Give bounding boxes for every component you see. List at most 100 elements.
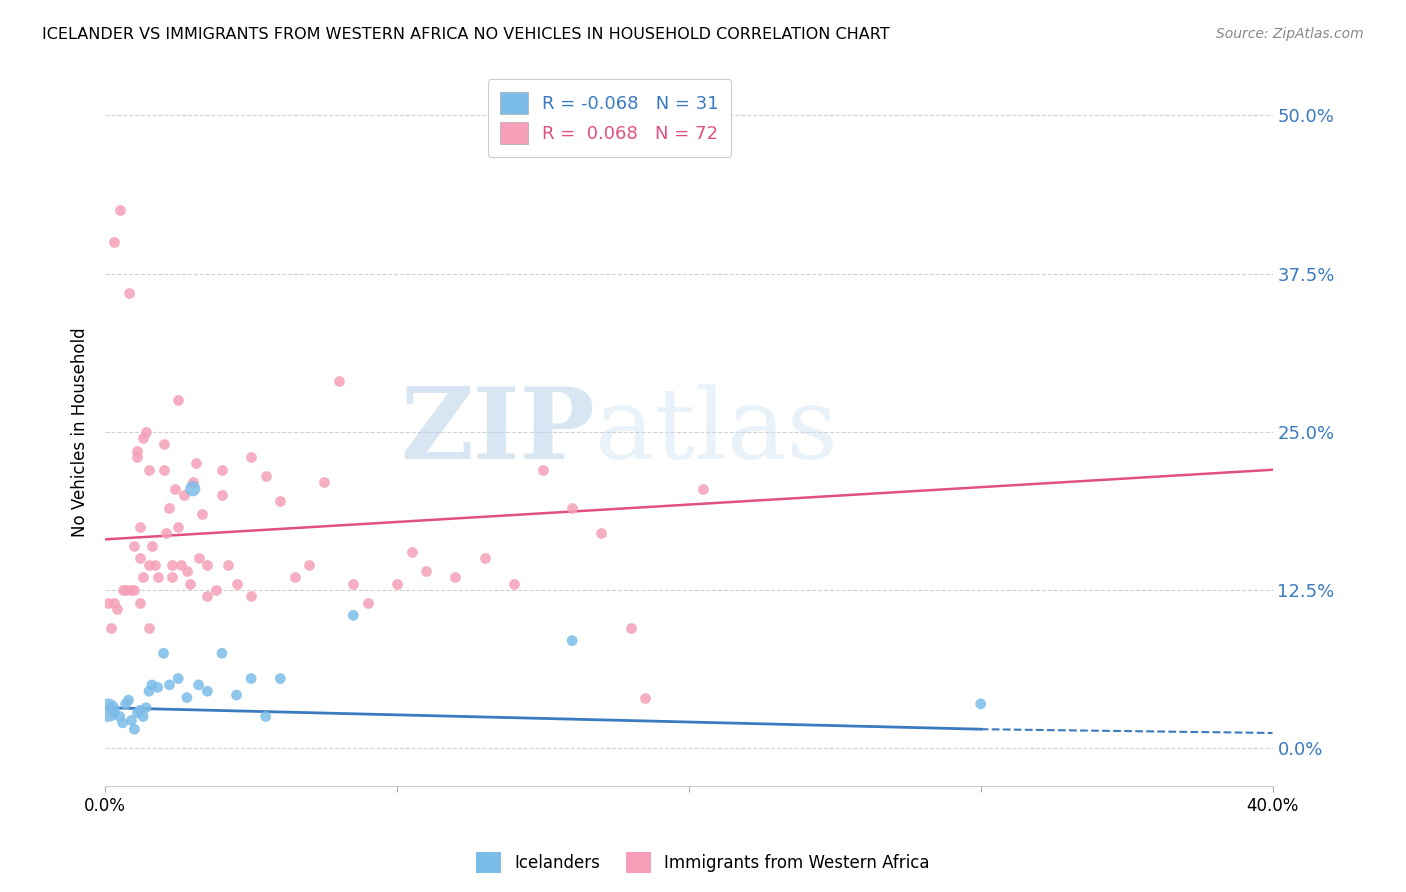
Point (138, 463, 160, 477)
Point (634, 690, 657, 705)
Point (127, 443, 149, 458)
Point (127, 706, 149, 720)
Point (254, 469, 277, 483)
Point (155, 526, 177, 541)
Point (298, 558, 321, 572)
Point (314, 475, 336, 490)
Point (225, 688, 247, 702)
Point (184, 457, 207, 471)
Point (328, 374, 350, 388)
Point (129, 703, 152, 717)
Point (269, 672, 291, 686)
Point (342, 576, 364, 591)
Point (179, 576, 201, 591)
Point (401, 545, 423, 559)
Point (474, 551, 496, 566)
Point (157, 500, 180, 515)
Point (205, 582, 228, 597)
Point (357, 596, 380, 610)
Point (124, 582, 146, 597)
Point (591, 526, 613, 541)
Point (105, 602, 128, 616)
Point (143, 558, 166, 572)
Point (97, 703, 120, 717)
Point (114, 582, 136, 597)
Text: ZIP: ZIP (401, 384, 596, 480)
Point (170, 558, 193, 572)
Point (619, 621, 641, 635)
Point (195, 684, 218, 698)
Point (132, 570, 155, 584)
Point (141, 539, 163, 553)
Point (138, 558, 160, 572)
Point (157, 678, 180, 692)
Point (132, 431, 155, 445)
Point (152, 463, 174, 477)
Point (284, 570, 307, 584)
Point (141, 678, 163, 692)
Text: ICELANDER VS IMMIGRANTS FROM WESTERN AFRICA NO VEHICLES IN HOUSEHOLD CORRELATION: ICELANDER VS IMMIGRANTS FROM WESTERN AFR… (42, 27, 890, 42)
Point (129, 551, 152, 566)
Point (124, 722, 146, 736)
Point (152, 646, 174, 660)
Point (117, 285, 139, 300)
Point (165, 482, 187, 496)
Point (97, 596, 120, 610)
Point (561, 633, 583, 648)
Point (240, 590, 263, 604)
Point (217, 558, 239, 572)
Point (103, 706, 125, 720)
Point (195, 590, 218, 604)
Point (146, 681, 169, 695)
Point (103, 235, 125, 249)
Point (135, 425, 157, 439)
Point (108, 709, 131, 723)
Text: Source: ZipAtlas.com: Source: ZipAtlas.com (1216, 27, 1364, 41)
Point (167, 519, 190, 533)
Point (100, 700, 122, 714)
Text: atlas: atlas (596, 384, 838, 480)
Point (181, 482, 204, 496)
Point (129, 596, 152, 610)
Point (121, 714, 143, 728)
Point (385, 576, 408, 591)
Point (129, 519, 152, 533)
Point (111, 715, 134, 730)
Point (444, 570, 467, 584)
Point (240, 450, 263, 464)
Point (211, 463, 233, 477)
Point (162, 558, 184, 572)
Point (211, 646, 233, 660)
Point (502, 576, 524, 591)
Point (195, 558, 218, 572)
Point (162, 570, 184, 584)
Point (138, 684, 160, 698)
Point (561, 500, 583, 515)
Point (415, 564, 437, 578)
Point (111, 582, 134, 597)
Point (138, 621, 160, 635)
Point (167, 393, 190, 408)
Point (108, 203, 131, 218)
Point (121, 582, 143, 597)
Point (190, 507, 212, 521)
Point (152, 437, 174, 451)
Point (132, 709, 155, 723)
Point (225, 576, 247, 591)
Y-axis label: No Vehicles in Household: No Vehicles in Household (72, 327, 89, 537)
Point (127, 450, 149, 464)
Point (167, 672, 190, 686)
Point (970, 697, 993, 711)
Point (240, 672, 263, 686)
Point (135, 700, 157, 714)
Point (114, 697, 136, 711)
Point (211, 488, 233, 502)
Point (124, 539, 146, 553)
Point (173, 488, 195, 502)
Point (269, 494, 291, 508)
Legend: R = -0.068   N = 31, R =  0.068   N = 72: R = -0.068 N = 31, R = 0.068 N = 72 (488, 79, 731, 157)
Point (117, 693, 139, 707)
Point (692, 482, 714, 496)
Point (100, 621, 122, 635)
Point (176, 690, 198, 705)
